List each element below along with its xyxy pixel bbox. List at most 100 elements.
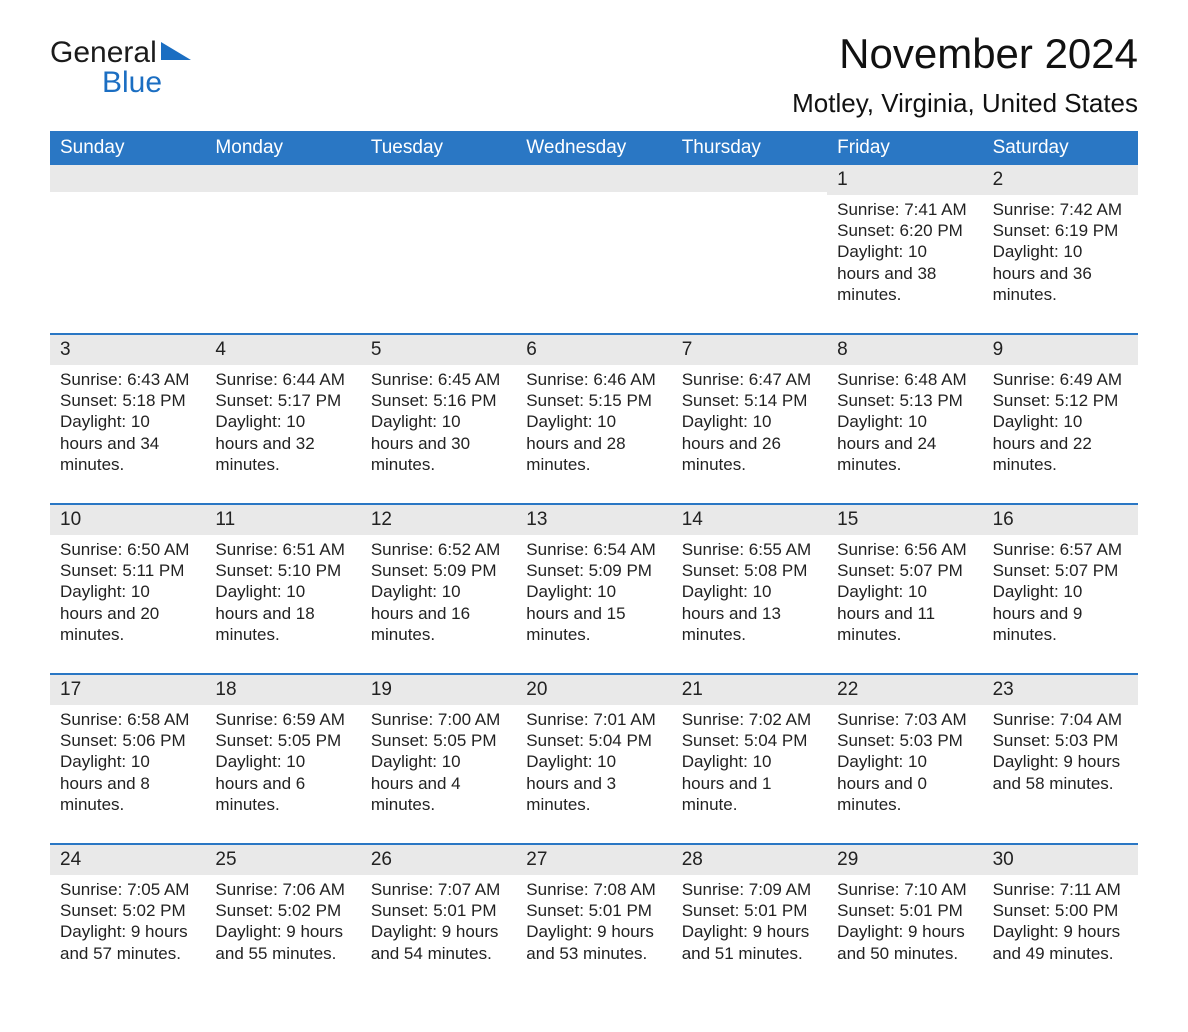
day-number: 26 bbox=[361, 845, 516, 875]
cell-body: Sunrise: 6:46 AMSunset: 5:15 PMDaylight:… bbox=[516, 365, 671, 475]
daylight-text: Daylight: 10 hours and 8 minutes. bbox=[60, 751, 195, 815]
sunset-text: Sunset: 5:03 PM bbox=[993, 730, 1128, 751]
cell-body: Sunrise: 7:05 AMSunset: 5:02 PMDaylight:… bbox=[50, 875, 205, 964]
day-number: 11 bbox=[205, 505, 360, 535]
sunrise-text: Sunrise: 7:00 AM bbox=[371, 709, 506, 730]
calendar-cell: 8Sunrise: 6:48 AMSunset: 5:13 PMDaylight… bbox=[827, 335, 982, 503]
sunset-text: Sunset: 5:01 PM bbox=[837, 900, 972, 921]
cell-body: Sunrise: 7:09 AMSunset: 5:01 PMDaylight:… bbox=[672, 875, 827, 964]
calendar-cell: 28Sunrise: 7:09 AMSunset: 5:01 PMDayligh… bbox=[672, 845, 827, 992]
daylight-text: Daylight: 10 hours and 26 minutes. bbox=[682, 411, 817, 475]
calendar-cell: 11Sunrise: 6:51 AMSunset: 5:10 PMDayligh… bbox=[205, 505, 360, 673]
weekday-header: Monday bbox=[205, 131, 360, 165]
sunset-text: Sunset: 5:14 PM bbox=[682, 390, 817, 411]
calendar-cell: 21Sunrise: 7:02 AMSunset: 5:04 PMDayligh… bbox=[672, 675, 827, 843]
day-number: 10 bbox=[50, 505, 205, 535]
calendar-cell: 5Sunrise: 6:45 AMSunset: 5:16 PMDaylight… bbox=[361, 335, 516, 503]
cell-body: Sunrise: 7:08 AMSunset: 5:01 PMDaylight:… bbox=[516, 875, 671, 964]
sunset-text: Sunset: 5:01 PM bbox=[526, 900, 661, 921]
day-number: 29 bbox=[827, 845, 982, 875]
day-number: 8 bbox=[827, 335, 982, 365]
calendar-cell: 1Sunrise: 7:41 AMSunset: 6:20 PMDaylight… bbox=[827, 165, 982, 333]
sunrise-text: Sunrise: 6:55 AM bbox=[682, 539, 817, 560]
sunset-text: Sunset: 5:06 PM bbox=[60, 730, 195, 751]
day-number: 2 bbox=[983, 165, 1138, 195]
sunrise-text: Sunrise: 7:07 AM bbox=[371, 879, 506, 900]
daylight-text: Daylight: 9 hours and 54 minutes. bbox=[371, 921, 506, 964]
cell-body: Sunrise: 7:02 AMSunset: 5:04 PMDaylight:… bbox=[672, 705, 827, 815]
sunset-text: Sunset: 5:01 PM bbox=[682, 900, 817, 921]
calendar-cell bbox=[205, 165, 360, 333]
cell-body: Sunrise: 6:52 AMSunset: 5:09 PMDaylight:… bbox=[361, 535, 516, 645]
day-number: 21 bbox=[672, 675, 827, 705]
calendar-cell: 3Sunrise: 6:43 AMSunset: 5:18 PMDaylight… bbox=[50, 335, 205, 503]
day-number: 12 bbox=[361, 505, 516, 535]
sunrise-text: Sunrise: 6:57 AM bbox=[993, 539, 1128, 560]
logo-triangle-icon bbox=[161, 42, 191, 60]
daylight-text: Daylight: 10 hours and 15 minutes. bbox=[526, 581, 661, 645]
daylight-text: Daylight: 10 hours and 11 minutes. bbox=[837, 581, 972, 645]
calendar-cell bbox=[516, 165, 671, 333]
calendar-cell bbox=[50, 165, 205, 333]
calendar-cell: 10Sunrise: 6:50 AMSunset: 5:11 PMDayligh… bbox=[50, 505, 205, 673]
calendar-cell: 26Sunrise: 7:07 AMSunset: 5:01 PMDayligh… bbox=[361, 845, 516, 992]
calendar-cell: 23Sunrise: 7:04 AMSunset: 5:03 PMDayligh… bbox=[983, 675, 1138, 843]
weekday-header: Saturday bbox=[983, 131, 1138, 165]
cell-body: Sunrise: 6:57 AMSunset: 5:07 PMDaylight:… bbox=[983, 535, 1138, 645]
cell-body: Sunrise: 6:58 AMSunset: 5:06 PMDaylight:… bbox=[50, 705, 205, 815]
sunrise-text: Sunrise: 6:44 AM bbox=[215, 369, 350, 390]
day-number: 7 bbox=[672, 335, 827, 365]
weekday-header: Friday bbox=[827, 131, 982, 165]
calendar-cell: 24Sunrise: 7:05 AMSunset: 5:02 PMDayligh… bbox=[50, 845, 205, 992]
daylight-text: Daylight: 10 hours and 32 minutes. bbox=[215, 411, 350, 475]
daylight-text: Daylight: 10 hours and 6 minutes. bbox=[215, 751, 350, 815]
daylight-text: Daylight: 10 hours and 36 minutes. bbox=[993, 241, 1128, 305]
day-number bbox=[50, 165, 205, 192]
sunrise-text: Sunrise: 6:54 AM bbox=[526, 539, 661, 560]
sunset-text: Sunset: 5:00 PM bbox=[993, 900, 1128, 921]
sunset-text: Sunset: 5:09 PM bbox=[371, 560, 506, 581]
cell-body: Sunrise: 6:54 AMSunset: 5:09 PMDaylight:… bbox=[516, 535, 671, 645]
page-title: November 2024 bbox=[792, 30, 1138, 78]
sunrise-text: Sunrise: 6:51 AM bbox=[215, 539, 350, 560]
sunrise-text: Sunrise: 6:58 AM bbox=[60, 709, 195, 730]
day-number: 4 bbox=[205, 335, 360, 365]
day-number: 14 bbox=[672, 505, 827, 535]
daylight-text: Daylight: 9 hours and 57 minutes. bbox=[60, 921, 195, 964]
sunrise-text: Sunrise: 7:09 AM bbox=[682, 879, 817, 900]
sunrise-text: Sunrise: 6:52 AM bbox=[371, 539, 506, 560]
daylight-text: Daylight: 9 hours and 51 minutes. bbox=[682, 921, 817, 964]
header: General Blue November 2024 Motley, Virgi… bbox=[50, 30, 1138, 119]
sunset-text: Sunset: 5:05 PM bbox=[371, 730, 506, 751]
daylight-text: Daylight: 10 hours and 3 minutes. bbox=[526, 751, 661, 815]
page-subtitle: Motley, Virginia, United States bbox=[792, 88, 1138, 119]
daylight-text: Daylight: 10 hours and 0 minutes. bbox=[837, 751, 972, 815]
sunset-text: Sunset: 5:11 PM bbox=[60, 560, 195, 581]
sunset-text: Sunset: 5:16 PM bbox=[371, 390, 506, 411]
day-number: 27 bbox=[516, 845, 671, 875]
calendar-cell bbox=[361, 165, 516, 333]
cell-body: Sunrise: 6:55 AMSunset: 5:08 PMDaylight:… bbox=[672, 535, 827, 645]
daylight-text: Daylight: 10 hours and 24 minutes. bbox=[837, 411, 972, 475]
sunrise-text: Sunrise: 7:10 AM bbox=[837, 879, 972, 900]
calendar-cell: 9Sunrise: 6:49 AMSunset: 5:12 PMDaylight… bbox=[983, 335, 1138, 503]
calendar: Sunday Monday Tuesday Wednesday Thursday… bbox=[50, 131, 1138, 992]
weekday-header-row: Sunday Monday Tuesday Wednesday Thursday… bbox=[50, 131, 1138, 165]
sunrise-text: Sunrise: 6:46 AM bbox=[526, 369, 661, 390]
cell-body: Sunrise: 7:01 AMSunset: 5:04 PMDaylight:… bbox=[516, 705, 671, 815]
cell-body: Sunrise: 6:51 AMSunset: 5:10 PMDaylight:… bbox=[205, 535, 360, 645]
logo-word1: General bbox=[50, 38, 157, 68]
calendar-cell: 30Sunrise: 7:11 AMSunset: 5:00 PMDayligh… bbox=[983, 845, 1138, 992]
sunrise-text: Sunrise: 6:47 AM bbox=[682, 369, 817, 390]
daylight-text: Daylight: 10 hours and 4 minutes. bbox=[371, 751, 506, 815]
cell-body: Sunrise: 7:07 AMSunset: 5:01 PMDaylight:… bbox=[361, 875, 516, 964]
cell-body: Sunrise: 6:59 AMSunset: 5:05 PMDaylight:… bbox=[205, 705, 360, 815]
daylight-text: Daylight: 9 hours and 58 minutes. bbox=[993, 751, 1128, 794]
cell-body: Sunrise: 7:06 AMSunset: 5:02 PMDaylight:… bbox=[205, 875, 360, 964]
daylight-text: Daylight: 9 hours and 49 minutes. bbox=[993, 921, 1128, 964]
cell-body: Sunrise: 6:48 AMSunset: 5:13 PMDaylight:… bbox=[827, 365, 982, 475]
sunrise-text: Sunrise: 6:49 AM bbox=[993, 369, 1128, 390]
weekday-header: Wednesday bbox=[516, 131, 671, 165]
daylight-text: Daylight: 10 hours and 1 minute. bbox=[682, 751, 817, 815]
daylight-text: Daylight: 10 hours and 34 minutes. bbox=[60, 411, 195, 475]
